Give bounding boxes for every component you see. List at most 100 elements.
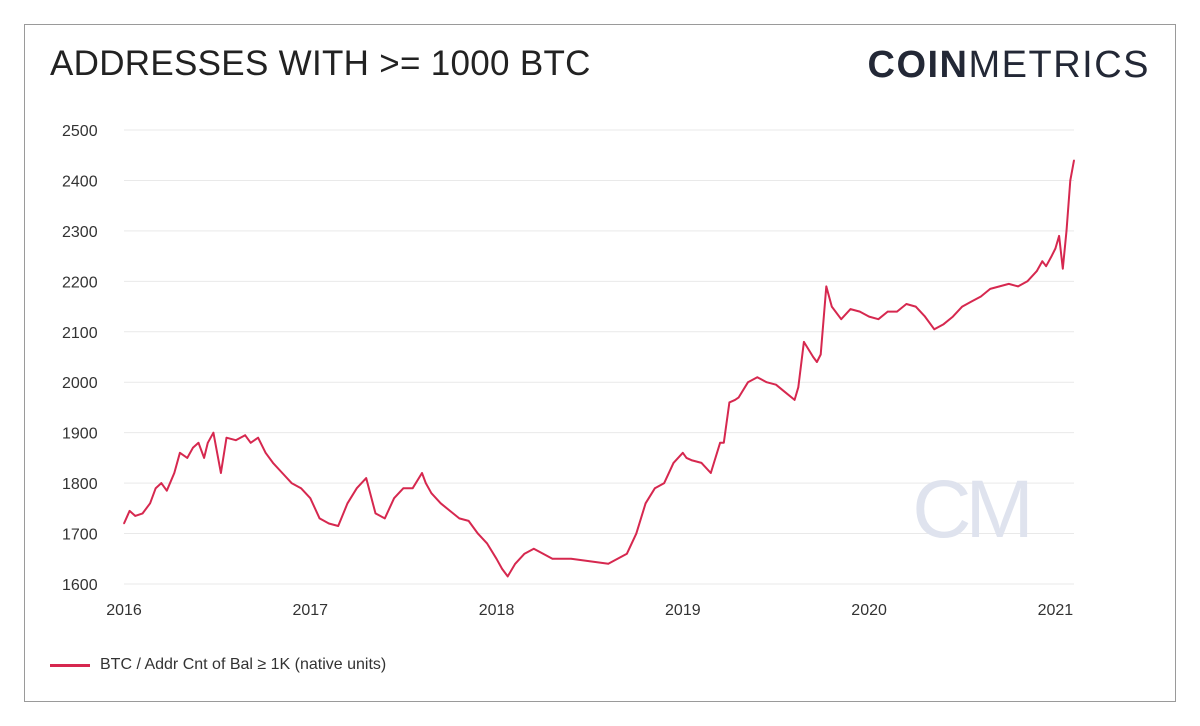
data-point	[134, 515, 136, 517]
data-point	[1050, 255, 1053, 257]
data-point	[797, 386, 800, 389]
data-point	[607, 563, 610, 565]
data-point	[220, 472, 222, 474]
data-point	[523, 552, 526, 555]
data-point	[840, 318, 842, 321]
data-point	[998, 285, 1001, 288]
x-axis: 2016 2017 2018 2019 2020 2021	[106, 602, 1073, 619]
data-point	[849, 308, 852, 310]
data-point	[905, 303, 908, 305]
data-point	[542, 552, 544, 555]
data-point	[281, 472, 284, 474]
chart-frame	[24, 24, 1176, 702]
data-point	[737, 396, 740, 399]
chart-title: ADDRESSES WITH >= 1000 BTC	[50, 44, 591, 83]
data-point	[1058, 235, 1060, 237]
data-point	[346, 502, 349, 505]
data-point	[700, 462, 703, 464]
data-point	[924, 315, 926, 318]
data-point	[1017, 285, 1019, 288]
data-point	[896, 310, 898, 313]
data-point	[570, 558, 572, 560]
data-point	[812, 356, 814, 358]
data-point	[672, 462, 675, 464]
data-point	[501, 568, 503, 570]
data-point	[272, 462, 274, 464]
data-point	[337, 525, 340, 527]
data-point	[300, 487, 302, 490]
data-point	[831, 305, 833, 308]
data-point	[868, 315, 870, 318]
legend-label: BTC / Addr Cnt of Bal ≥ 1K (native units…	[100, 656, 387, 673]
data-point	[149, 502, 151, 505]
y-tick-label: 2500	[62, 123, 98, 140]
brand-logo-light: METRICS	[968, 44, 1150, 86]
y-tick-label: 1900	[62, 426, 98, 443]
data-point	[775, 383, 777, 386]
x-tick-label: 2017	[292, 602, 328, 619]
watermark-logo: CM	[912, 464, 1034, 555]
data-point	[886, 310, 889, 313]
y-axis: 1600 1700 1800 1900 2000 2100 2200 2300 2400 2500	[62, 123, 98, 594]
data-point	[819, 353, 822, 356]
data-point	[1041, 260, 1044, 263]
data-point	[123, 522, 125, 525]
data-point	[1062, 267, 1064, 270]
data-point	[691, 459, 693, 462]
data-point	[506, 575, 509, 578]
data-point	[859, 310, 861, 313]
data-point	[1026, 280, 1029, 283]
data-point	[626, 552, 628, 555]
data-point	[914, 305, 917, 308]
y-tick-label: 1800	[62, 476, 98, 493]
data-point	[290, 482, 293, 484]
data-point	[654, 487, 656, 490]
x-tick-label: 2020	[851, 602, 887, 619]
data-point	[765, 381, 768, 384]
data-point	[257, 436, 259, 439]
data-point	[1045, 265, 1047, 268]
data-point	[635, 532, 638, 535]
data-point	[186, 457, 189, 459]
data-point	[477, 532, 479, 535]
data-point	[128, 510, 131, 512]
data-point	[393, 497, 395, 500]
data-point	[734, 399, 736, 401]
data-point	[514, 563, 516, 565]
data-point	[374, 512, 377, 515]
y-tick-label: 2300	[62, 224, 98, 241]
y-tick-label: 2100	[62, 325, 98, 342]
brand-logo-bold: COIN	[867, 44, 969, 86]
data-point	[384, 517, 386, 520]
data-point	[793, 399, 796, 401]
data-point	[1008, 283, 1010, 285]
data-point	[803, 341, 805, 343]
data-point	[402, 487, 405, 490]
data-point	[1065, 230, 1068, 232]
data-point	[1035, 270, 1038, 273]
data-point	[235, 439, 237, 442]
data-point	[710, 472, 712, 474]
data-point	[816, 361, 818, 363]
data-point	[942, 323, 945, 326]
data-point	[980, 295, 982, 298]
y-tick-label: 2400	[62, 173, 98, 190]
data-point	[425, 482, 427, 484]
data-point	[212, 431, 215, 434]
data-point	[264, 452, 267, 454]
data-point	[1073, 159, 1075, 162]
data-point	[685, 457, 688, 459]
data-point	[249, 442, 252, 444]
data-point	[160, 482, 163, 484]
data-point	[825, 285, 828, 288]
y-tick-label: 1700	[62, 527, 98, 544]
data-point	[784, 391, 787, 394]
data-point	[644, 502, 647, 505]
data-point	[616, 558, 619, 560]
data-point	[756, 376, 759, 379]
data-point	[486, 542, 489, 545]
data-point	[365, 477, 368, 479]
data-point	[588, 560, 591, 563]
data-point	[166, 489, 168, 492]
